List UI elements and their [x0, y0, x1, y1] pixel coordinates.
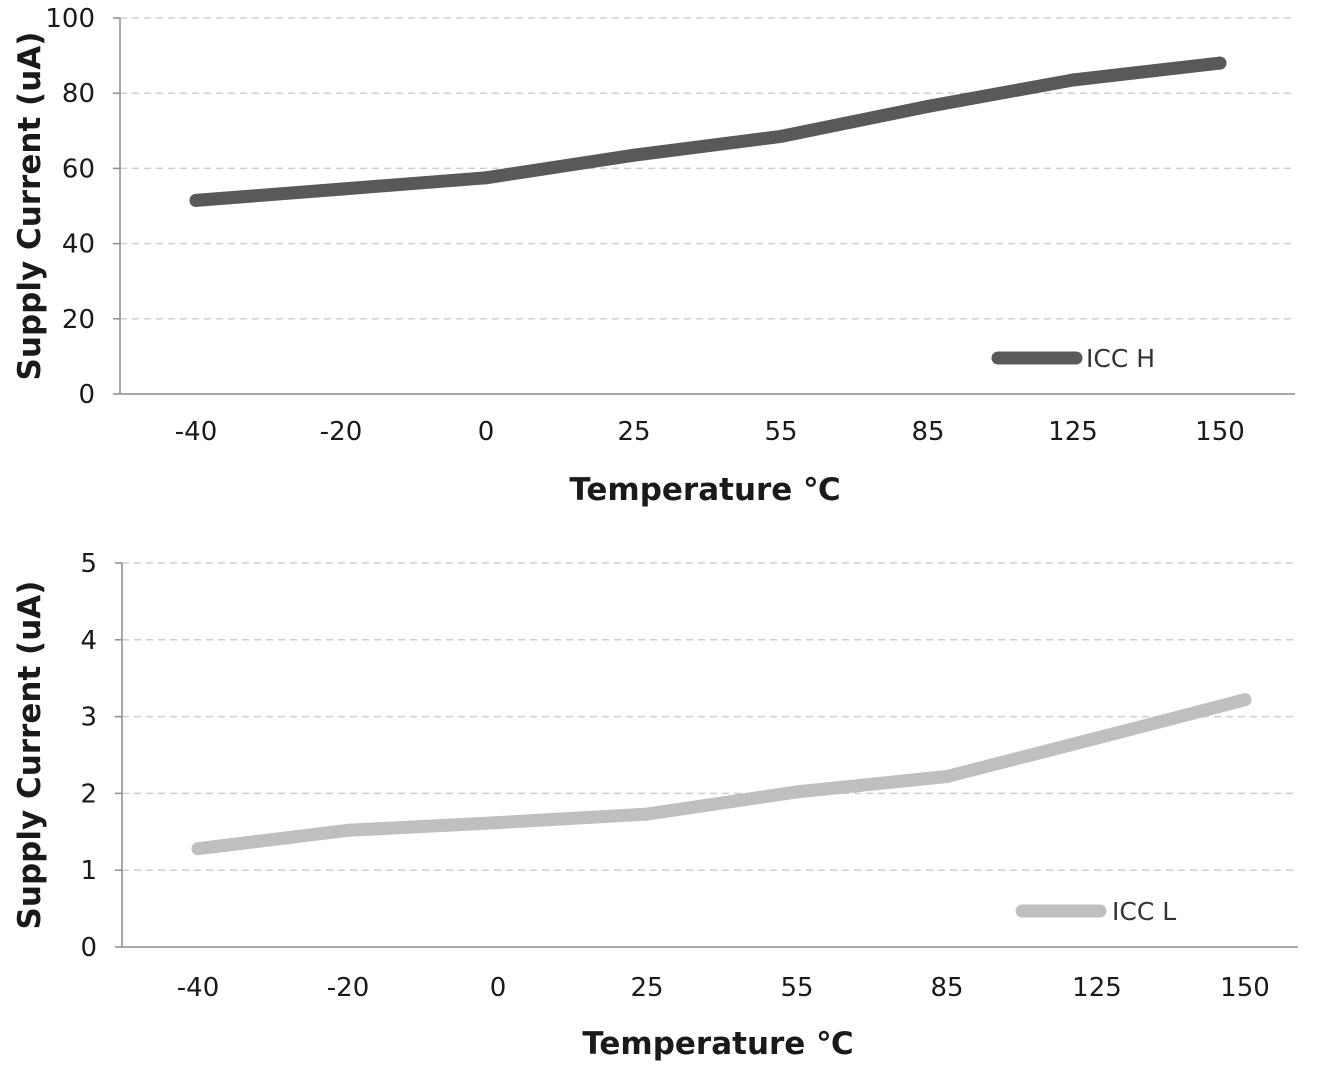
x-tick-label: -40	[175, 417, 217, 447]
y-axis-title: Supply Current (uA)	[12, 581, 48, 930]
data-point	[189, 193, 203, 207]
x-tick-label: 125	[1072, 973, 1122, 1003]
x-tick-label: 55	[780, 973, 813, 1003]
chart-2: 0 1 2 3 4 5 -40 -20 0 25 55 85 125 150 Temperature ℃ Su…	[12, 549, 1298, 1062]
x-tick-label: 150	[1195, 417, 1245, 447]
x-tick-label: 0	[490, 973, 507, 1003]
y-tick-label: 5	[80, 549, 97, 579]
x-tick-label: -20	[327, 973, 369, 1003]
data-point	[491, 816, 505, 830]
data-point	[1090, 731, 1104, 745]
x-tick-label: -20	[320, 417, 362, 447]
data-point	[334, 182, 348, 196]
data-point	[479, 171, 493, 185]
x-tick-label: 0	[478, 417, 495, 447]
y-axis-title: Supply Current (uA)	[12, 32, 48, 381]
x-tick-label: 25	[617, 417, 650, 447]
data-point	[940, 770, 954, 783]
data-point	[1066, 73, 1080, 87]
y-tick-label: 0	[80, 933, 97, 963]
legend-label: ICC H	[1086, 344, 1155, 373]
series-line	[191, 693, 1252, 856]
x-tick-label: 85	[930, 973, 963, 1003]
y-tick-label: 100	[45, 4, 95, 34]
x-tick-label: 55	[764, 417, 797, 447]
y-tick-label: 40	[62, 230, 95, 260]
y-tick-label: 4	[80, 626, 97, 656]
y-tick-label: 60	[62, 154, 95, 184]
data-point	[341, 823, 355, 837]
x-tick-label: -40	[177, 973, 219, 1003]
y-tick-label: 3	[80, 703, 97, 733]
data-point	[1213, 56, 1227, 70]
series-line	[189, 56, 1227, 207]
x-tick-label: 25	[630, 973, 663, 1003]
x-axis-title: Temperature ℃	[569, 472, 840, 508]
chart-1: 0 20 40 60 80 100 -40 -20 0 25 55 85 125 150 Temperatu…	[12, 4, 1295, 508]
y-tick-label: 0	[78, 380, 95, 410]
data-point	[1238, 693, 1252, 707]
data-point	[774, 129, 788, 143]
data-point	[790, 785, 804, 799]
x-tick-label: 150	[1220, 973, 1270, 1003]
y-tick-label: 20	[62, 305, 95, 335]
y-tick-label: 80	[62, 79, 95, 109]
data-point	[191, 842, 205, 856]
data-point	[921, 99, 935, 113]
x-axis-title: Temperature ℃	[582, 1026, 853, 1062]
y-tick-label: 2	[80, 779, 97, 809]
y-tick-label: 1	[80, 856, 97, 886]
data-point	[627, 148, 641, 162]
x-tick-label: 85	[911, 417, 944, 447]
legend-label: ICC L	[1112, 897, 1176, 926]
x-tick-label: 125	[1048, 417, 1098, 447]
data-point	[640, 807, 654, 821]
